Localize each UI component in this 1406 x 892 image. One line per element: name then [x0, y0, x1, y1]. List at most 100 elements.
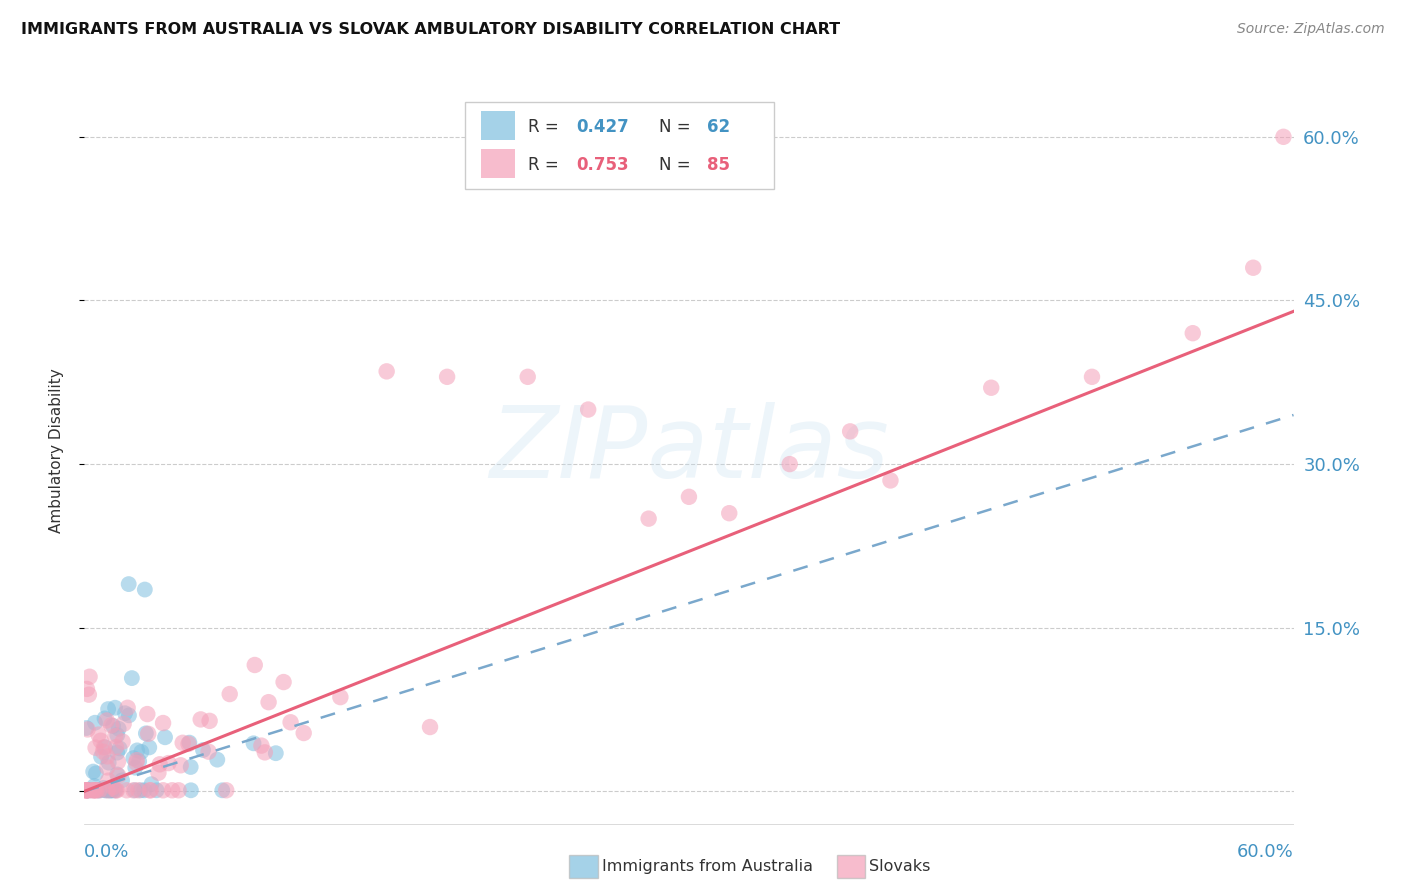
Point [105, 746, 128, 760]
Point [100, 718, 122, 732]
Point [125, 756, 148, 770]
Point [86, 783, 108, 797]
Point [215, 783, 238, 797]
Point [76, 783, 98, 797]
Point [141, 777, 163, 791]
Point [101, 719, 124, 733]
Text: R =: R = [529, 118, 564, 136]
Point [1272, 129, 1295, 144]
Point [101, 783, 124, 797]
Point [637, 511, 659, 525]
Point [253, 745, 276, 759]
Point [375, 364, 398, 378]
Point [79, 670, 101, 684]
Point [138, 740, 160, 755]
Point [89, 783, 111, 797]
Text: 60.0%: 60.0% [1237, 843, 1294, 861]
Point [139, 783, 162, 797]
Point [152, 716, 174, 731]
Point [104, 729, 127, 743]
Point [87, 783, 110, 797]
Point [76, 723, 98, 737]
Text: 85: 85 [707, 155, 730, 174]
Text: 0.753: 0.753 [576, 155, 628, 174]
Point [90, 733, 112, 747]
Point [108, 741, 131, 756]
Point [779, 457, 801, 471]
Point [124, 783, 146, 797]
Point [118, 577, 141, 591]
Point [134, 783, 156, 797]
Point [98, 783, 121, 797]
Point [167, 783, 190, 797]
Point [1241, 260, 1264, 275]
Point [121, 671, 143, 685]
Text: 62: 62 [707, 118, 730, 136]
Point [179, 736, 201, 750]
Point [104, 700, 127, 714]
Point [82, 764, 104, 779]
Point [105, 767, 128, 781]
Point [292, 726, 315, 740]
Point [105, 783, 128, 797]
Point [75, 783, 97, 797]
Point [97, 783, 120, 797]
Point [90, 749, 112, 764]
Text: N =: N = [659, 118, 696, 136]
Point [273, 675, 295, 690]
Point [111, 734, 134, 748]
Point [128, 755, 150, 769]
Point [135, 726, 157, 740]
Point [84, 783, 107, 797]
Point [149, 757, 172, 772]
Point [576, 402, 599, 417]
Point [1181, 326, 1204, 341]
Point [157, 756, 180, 770]
Text: N =: N = [659, 155, 696, 174]
Point [100, 783, 122, 797]
Point [83, 783, 105, 797]
Point [436, 369, 458, 384]
Bar [465, 102, 773, 189]
Point [131, 745, 153, 759]
Point [105, 740, 128, 755]
Point [980, 381, 1002, 395]
Point [97, 773, 120, 788]
Point [198, 714, 221, 728]
Point [87, 728, 110, 742]
Point [83, 779, 105, 793]
Point [89, 783, 111, 797]
Point [148, 765, 170, 780]
Text: Slovaks: Slovaks [869, 859, 931, 873]
Point [839, 425, 862, 439]
Point [211, 783, 233, 797]
Point [138, 783, 160, 797]
Point [75, 783, 97, 797]
Point [264, 746, 287, 760]
Point [82, 783, 104, 797]
Point [112, 716, 135, 731]
Point [77, 783, 100, 797]
Point [94, 783, 117, 797]
Point [93, 780, 115, 795]
Point [250, 739, 273, 753]
Point [136, 727, 159, 741]
Point [180, 760, 202, 774]
Point [82, 783, 104, 797]
Point [84, 766, 107, 780]
Point [98, 783, 121, 797]
Point [197, 745, 219, 759]
Point [242, 736, 264, 750]
Point [76, 783, 98, 797]
Text: ZIPatlas: ZIPatlas [489, 402, 889, 499]
Point [243, 658, 266, 673]
Point [107, 769, 129, 783]
Point [93, 711, 115, 725]
Text: 0.427: 0.427 [576, 118, 630, 136]
Point [257, 695, 280, 709]
Point [94, 740, 117, 755]
Point [76, 681, 98, 696]
Point [172, 736, 194, 750]
Point [280, 715, 302, 730]
Point [129, 783, 152, 797]
